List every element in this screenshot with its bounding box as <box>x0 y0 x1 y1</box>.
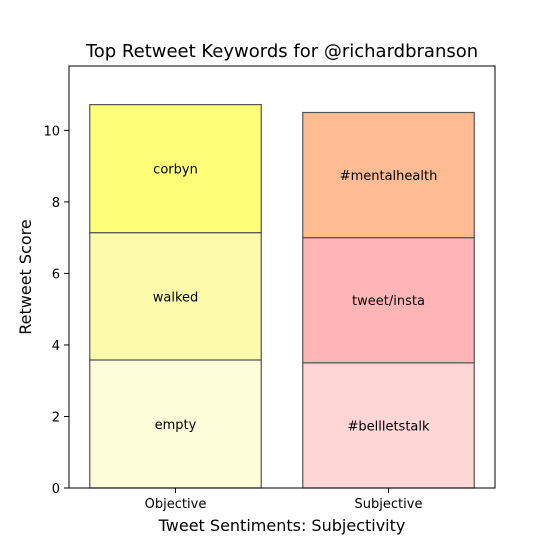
x-tick-label: Subjective <box>355 497 423 512</box>
bar-segment-subjective-3 <box>302 111 475 239</box>
segment-label: #bellletstalk <box>347 419 430 434</box>
bar-segment-subjective-2 <box>302 237 475 364</box>
bar-segment-objective-3 <box>89 104 262 234</box>
segment-labels-layer: empty walked corbyn #bellletstalk tweet/inst… <box>153 163 438 435</box>
segment-label: #mentalhealth <box>340 169 438 184</box>
segment-label: corbyn <box>153 163 198 178</box>
y-tick-label: 10 <box>43 124 60 139</box>
bars-layer <box>89 104 475 489</box>
y-tick-label: 2 <box>52 410 60 425</box>
bar-segment-objective-2 <box>89 232 262 361</box>
y-tick-label: 0 <box>52 482 60 497</box>
bar-segment-subjective-1 <box>302 362 475 489</box>
axes: 0 2 4 6 8 10 Objective Subjective <box>43 65 496 512</box>
bar-segment-objective-1 <box>89 359 262 489</box>
segment-label: tweet/insta <box>352 294 425 309</box>
segment-label: walked <box>153 290 199 305</box>
chart-title: Top Retweet Keywords for @richardbranson <box>85 41 478 62</box>
segment-label: empty <box>155 418 197 433</box>
y-tick-label: 8 <box>52 196 60 211</box>
y-tick-label: 4 <box>52 339 60 354</box>
y-tick-label: 6 <box>52 267 60 282</box>
x-axis-label: Tweet Sentiments: Subjectivity <box>158 516 406 535</box>
x-tick-label: Objective <box>145 497 207 512</box>
plot-frame <box>68 65 496 489</box>
y-axis-label: Retweet Score <box>16 219 35 334</box>
